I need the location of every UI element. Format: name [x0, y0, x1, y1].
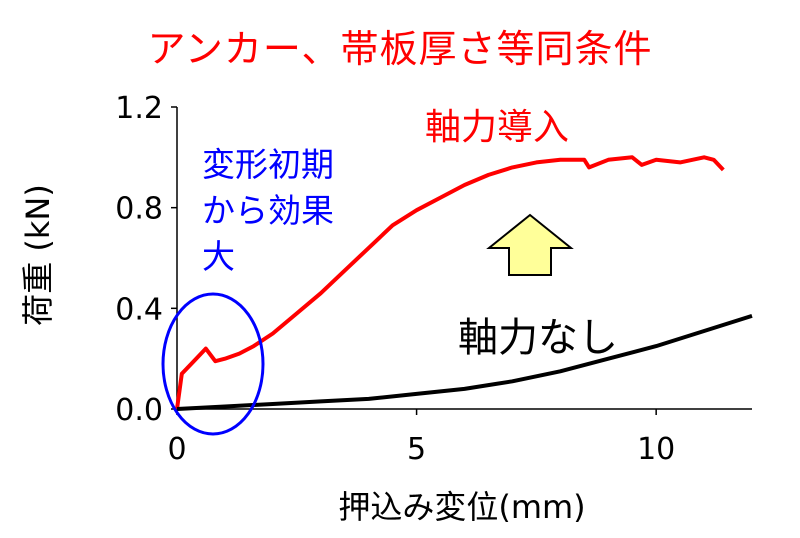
series-axial-force-line — [175, 155, 725, 410]
x-tick-label: 10 — [637, 432, 675, 467]
highlight-ellipse — [161, 292, 265, 436]
chart-ticks: 0.0 0.4 0.8 1.2 0 5 10 — [115, 91, 675, 467]
up-arrow-icon — [486, 213, 574, 276]
y-tick-label: 0.4 — [115, 292, 163, 327]
y-tick-label: 0.0 — [115, 393, 163, 428]
annotation-no-axial: 軸力なし — [458, 315, 618, 361]
annotation-early-effect-line2: から効果 — [202, 191, 334, 230]
annotation-early-effect-line3: 大 — [202, 237, 235, 276]
y-tick-label: 0.8 — [115, 192, 163, 227]
x-tick-label: 0 — [167, 432, 186, 467]
annotation-early-effect-line1: 変形初期 — [202, 145, 334, 184]
y-tick-label: 1.2 — [115, 91, 163, 126]
series-no-axial-line — [176, 313, 753, 411]
chart-series — [175, 155, 753, 411]
x-tick-label: 5 — [407, 432, 426, 467]
chart-title: アンカー、帯板厚さ等同条件 — [147, 27, 653, 71]
annotation-axial-force: 軸力導入 — [425, 107, 570, 148]
y-axis-label: 荷重 (kN) — [19, 184, 57, 326]
x-axis-label: 押込み変位(mm) — [338, 488, 586, 526]
